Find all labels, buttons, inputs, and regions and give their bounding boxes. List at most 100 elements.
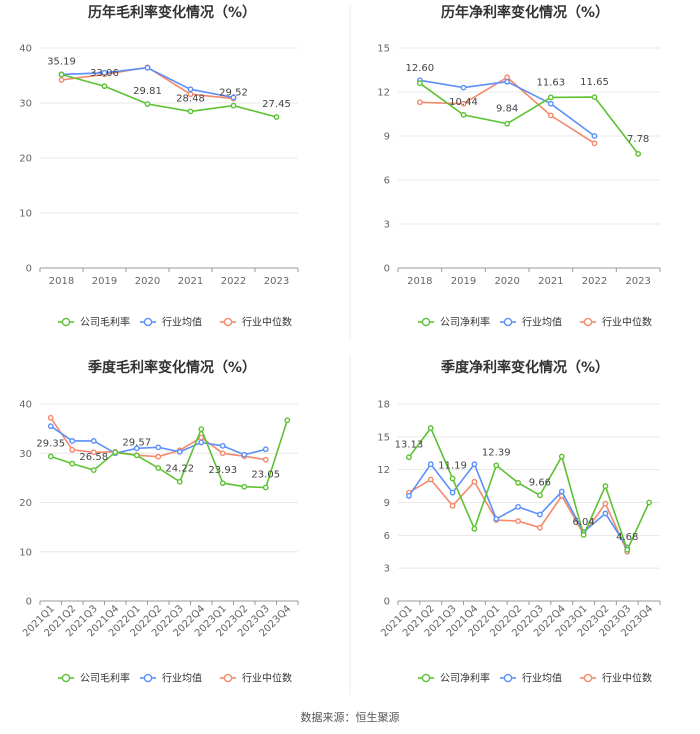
data-point-avg xyxy=(591,133,598,139)
quarterly-gross-chart: 季度毛利率变化情况（%）0102030402021Q12021Q22021Q32… xyxy=(19,359,299,685)
data-point-median xyxy=(198,434,205,441)
x-tick-label: 2023 xyxy=(264,276,289,287)
data-label: 12.39 xyxy=(482,447,511,458)
data-point-company xyxy=(58,71,65,78)
data-label: 11.19 xyxy=(438,461,467,472)
data-point-median xyxy=(416,99,423,106)
data-point-company xyxy=(101,83,108,90)
x-tick-label: 2021 xyxy=(178,276,203,287)
data-point-avg xyxy=(471,461,478,468)
data-label: 24.22 xyxy=(165,464,194,475)
data-point-company xyxy=(69,460,76,467)
legend-label: 行业均值 xyxy=(162,672,202,685)
annual-gross-chart: 历年毛利率变化情况（%） 0 10 20 30 40 2018 2019 2020 2021 202… xyxy=(19,4,299,329)
legend-marker-avg xyxy=(143,673,153,683)
y-tick-label: 10 xyxy=(19,209,32,220)
legend-marker-median xyxy=(583,317,593,327)
data-point-avg xyxy=(449,489,456,496)
data-point-avg xyxy=(230,94,237,101)
data-point-company xyxy=(144,101,151,107)
legend-marker-company xyxy=(421,673,431,683)
series-line-company xyxy=(408,426,650,552)
data-point-median xyxy=(591,140,598,147)
data-point-avg xyxy=(219,442,226,449)
legend-label: 行业中位数 xyxy=(242,316,292,329)
series-line-company xyxy=(419,82,639,155)
y-tick-label: 15 xyxy=(377,44,390,55)
y-tick-label: 6 xyxy=(384,531,390,542)
data-point-company xyxy=(460,111,467,118)
x-tick-label: 2018 xyxy=(407,276,432,287)
data-point-company xyxy=(219,480,226,487)
data-point-median xyxy=(155,453,162,460)
data-label: 26.58 xyxy=(79,452,108,463)
x-tick-label: 2022 xyxy=(582,276,607,287)
data-point-avg xyxy=(537,511,543,518)
legend-label: 公司净利率 xyxy=(440,316,490,329)
data-point-median xyxy=(537,524,543,531)
chart-title: 历年净利率变化情况（%） xyxy=(441,4,609,21)
legend-label: 行业中位数 xyxy=(602,672,652,685)
data-label: 27.45 xyxy=(262,99,291,110)
data-label: 9.66 xyxy=(529,477,551,488)
series-avg xyxy=(406,461,631,551)
data-point-median xyxy=(471,478,478,485)
data-point-median xyxy=(47,414,54,421)
data-label: 33.06 xyxy=(90,68,119,79)
legend-label: 行业均值 xyxy=(162,316,202,329)
x-tick-label: 2018 xyxy=(49,276,74,287)
data-label: 35.19 xyxy=(47,56,76,67)
series-line-company xyxy=(50,420,289,489)
data-point-company xyxy=(406,454,412,461)
data-point-company xyxy=(602,483,609,489)
x-tick-label: 2020 xyxy=(135,276,160,287)
legend-label: 公司净利率 xyxy=(440,672,490,685)
data-point-median xyxy=(219,450,226,457)
legend: 公司毛利率 行业均值 行业中位数 xyxy=(58,672,292,685)
y-tick-label: 20 xyxy=(19,498,32,509)
x-tick-label: 2023 xyxy=(625,276,650,287)
data-point-avg xyxy=(155,444,162,451)
data-point-company xyxy=(262,484,269,491)
legend-label: 行业均值 xyxy=(522,672,562,685)
x-tick-label: 2022 xyxy=(221,276,246,287)
data-point-company xyxy=(635,150,642,157)
data-point-company xyxy=(493,462,500,469)
data-label: 10.44 xyxy=(449,97,478,108)
y-tick-label: 0 xyxy=(384,597,390,608)
data-point-company xyxy=(624,546,631,553)
data-label: 7.78 xyxy=(627,134,649,145)
legend-marker-company xyxy=(421,317,431,327)
data-label: 9.84 xyxy=(496,104,518,115)
data-point-median xyxy=(58,77,65,83)
y-tick-label: 30 xyxy=(19,449,32,460)
data-point-median xyxy=(90,449,97,456)
data-point-company xyxy=(558,453,565,460)
legend-marker-median xyxy=(223,673,233,683)
y-tick-label: 3 xyxy=(384,220,390,231)
chart-title: 历年毛利率变化情况（%） xyxy=(88,4,256,21)
data-point-company xyxy=(198,426,205,433)
data-point-company xyxy=(187,108,194,115)
legend-label: 行业均值 xyxy=(522,316,562,329)
x-tick-label: 2020 xyxy=(494,276,519,287)
data-label: 12.60 xyxy=(406,63,435,74)
legend-label: 行业中位数 xyxy=(602,316,652,329)
series-company xyxy=(406,425,652,553)
data-point-avg xyxy=(198,439,205,446)
data-point-median xyxy=(427,476,434,483)
data-point-company xyxy=(591,94,598,101)
data-point-company xyxy=(537,492,543,499)
y-tick-label: 0 xyxy=(26,597,32,608)
data-label: 29.57 xyxy=(122,437,151,448)
data-point-avg xyxy=(515,503,521,510)
data-point-median xyxy=(449,502,456,509)
data-point-avg xyxy=(504,78,511,85)
chart-title: 季度毛利率变化情况（%） xyxy=(87,359,256,376)
y-tick-label: 10 xyxy=(19,547,32,558)
data-point-median xyxy=(515,518,521,525)
y-tick-label: 0 xyxy=(384,264,390,275)
data-point-avg xyxy=(101,69,108,76)
data-point-company xyxy=(133,452,140,459)
